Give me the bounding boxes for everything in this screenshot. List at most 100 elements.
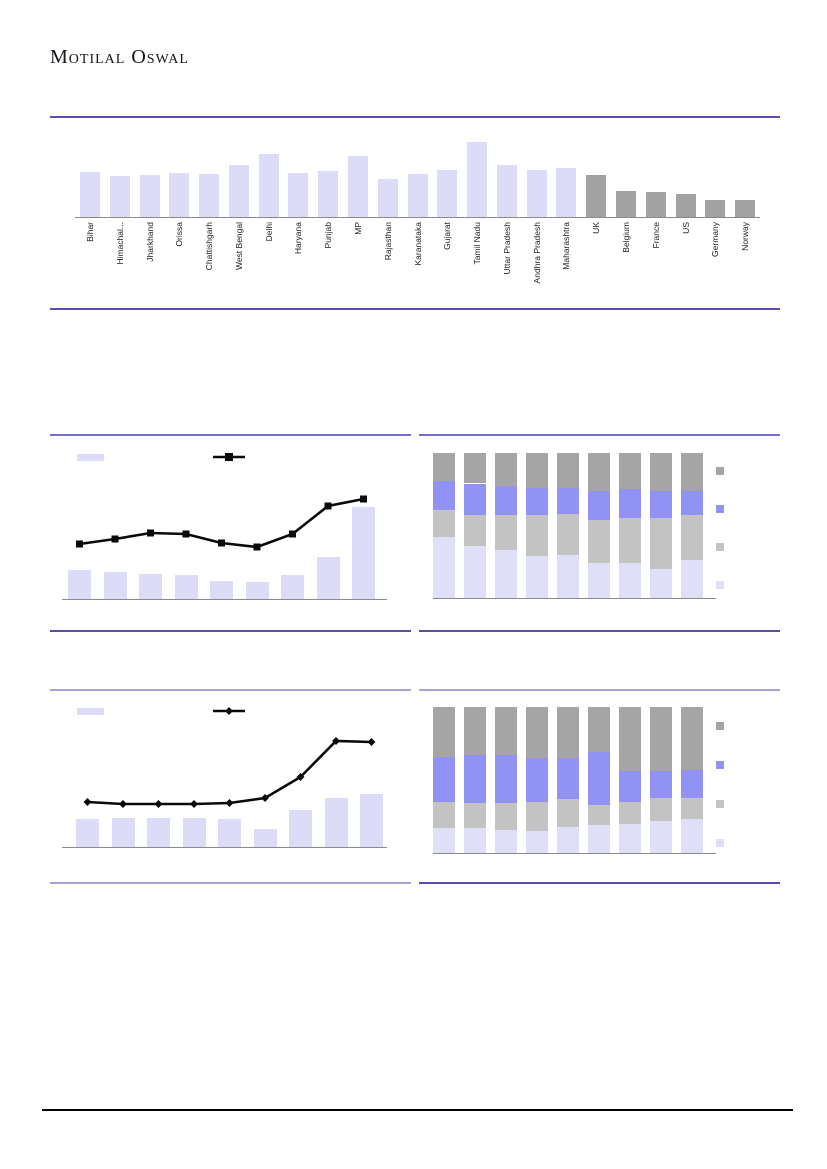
- x-axis-label: Haryana: [293, 222, 304, 255]
- x-axis-label: Andhra Pradesh: [531, 222, 542, 284]
- chart-combo-2-line: [83, 737, 376, 808]
- segment-gray: [526, 515, 548, 556]
- bar: [174, 575, 198, 600]
- bar: [467, 142, 488, 217]
- legend-bar-swatch: [77, 454, 104, 461]
- legend-swatch-segment-dark-gray: [716, 722, 724, 730]
- segment-dark-gray: [619, 707, 641, 772]
- bar: [68, 570, 91, 600]
- legend-bar-swatch-2: [77, 708, 104, 715]
- segment-blue: [619, 489, 641, 519]
- divider-bot-right-end: [419, 882, 780, 884]
- segment-gray: [433, 801, 455, 829]
- bar: [675, 194, 696, 217]
- segment-dark-gray: [588, 453, 610, 491]
- x-axis-label: Gujarat: [442, 222, 453, 250]
- segment-gray: [588, 519, 610, 564]
- segment-blue: [464, 483, 486, 516]
- bar: [258, 154, 279, 217]
- segment-dark-gray: [650, 453, 672, 491]
- segment-dark-gray: [557, 707, 579, 759]
- segment-lavender: [588, 563, 610, 598]
- legend-swatch-segment-dark-gray: [716, 467, 724, 475]
- segment-lavender: [619, 823, 641, 853]
- x-axis-stacked-1: [433, 598, 716, 599]
- legend-swatch-segment-gray: [716, 800, 724, 808]
- x-axis-combo-2: [62, 847, 387, 848]
- legend-stacked-1: [716, 467, 724, 589]
- bar: [199, 174, 219, 217]
- divider-bot-left-top: [50, 689, 411, 691]
- segment-blue: [433, 756, 455, 802]
- divider-mid-right-bottom: [419, 630, 780, 632]
- segment-lavender: [433, 537, 455, 598]
- bar: [147, 818, 170, 848]
- segment-gray: [588, 804, 610, 826]
- bar: [228, 165, 249, 217]
- segment-gray: [464, 803, 486, 829]
- segment-lavender: [650, 820, 672, 853]
- chart-combo-1-line: [76, 495, 367, 551]
- x-axis-label: West Bengal: [233, 222, 244, 271]
- chart-stacked-2: [433, 707, 703, 853]
- segment-lavender: [681, 560, 703, 598]
- bar: [76, 819, 99, 848]
- segment-lavender: [557, 826, 579, 853]
- bar: [377, 179, 398, 217]
- bar: [324, 798, 348, 848]
- segment-lavender: [464, 828, 486, 853]
- segment-blue: [557, 487, 579, 514]
- bar: [360, 794, 383, 848]
- legend-swatch-segment-lavender: [716, 581, 724, 589]
- segment-blue: [433, 480, 455, 510]
- x-axis-label: Tamil Nadu: [472, 222, 483, 265]
- x-axis-label: Belgium: [621, 222, 631, 253]
- x-axis-top-chart: [75, 217, 760, 218]
- bar: [139, 175, 160, 217]
- chart-combo-2: [62, 703, 387, 848]
- segment-blue: [557, 758, 579, 799]
- segment-dark-gray: [526, 453, 548, 488]
- segment-gray: [650, 797, 672, 821]
- bar: [288, 173, 309, 217]
- legend-swatch-segment-gray: [716, 543, 724, 551]
- bar: [645, 192, 666, 217]
- segment-dark-gray: [433, 707, 455, 757]
- x-axis-combo-1: [62, 599, 387, 600]
- legend-swatch-segment-blue: [716, 761, 724, 769]
- segment-dark-gray: [464, 707, 486, 756]
- bar: [79, 172, 100, 217]
- segment-dark-gray: [495, 452, 517, 487]
- segment-gray: [526, 801, 548, 832]
- bar: [735, 200, 756, 217]
- legend-swatch-segment-blue: [716, 505, 724, 513]
- segment-dark-gray: [526, 707, 548, 759]
- segment-gray: [557, 513, 579, 555]
- x-axis-label: Norway: [740, 222, 751, 251]
- x-axis-label: Orissa: [174, 222, 185, 247]
- x-axis-label: Uttar Pradesh: [501, 222, 512, 275]
- bar: [407, 174, 428, 217]
- bar: [281, 575, 304, 600]
- segment-dark-gray: [433, 452, 455, 481]
- segment-dark-gray: [681, 707, 703, 770]
- segment-dark-gray: [619, 452, 641, 490]
- segment-lavender: [495, 829, 517, 853]
- brand-logo: Motilal Oswal: [50, 46, 189, 68]
- bar: [182, 818, 206, 848]
- segment-blue: [681, 490, 703, 516]
- divider-bot-left-end: [50, 882, 411, 884]
- segment-dark-gray: [557, 453, 579, 488]
- segment-gray: [681, 797, 703, 820]
- divider-header: [50, 116, 780, 118]
- bar: [496, 165, 517, 217]
- chart-combo-1: [62, 455, 387, 600]
- segment-dark-gray: [495, 707, 517, 756]
- chart-states-vs-countries: [75, 140, 760, 217]
- bar: [210, 581, 233, 600]
- segment-blue: [526, 758, 548, 802]
- segment-blue: [495, 486, 517, 516]
- segment-dark-gray: [681, 453, 703, 491]
- x-axis-label: Karanataka: [412, 222, 423, 266]
